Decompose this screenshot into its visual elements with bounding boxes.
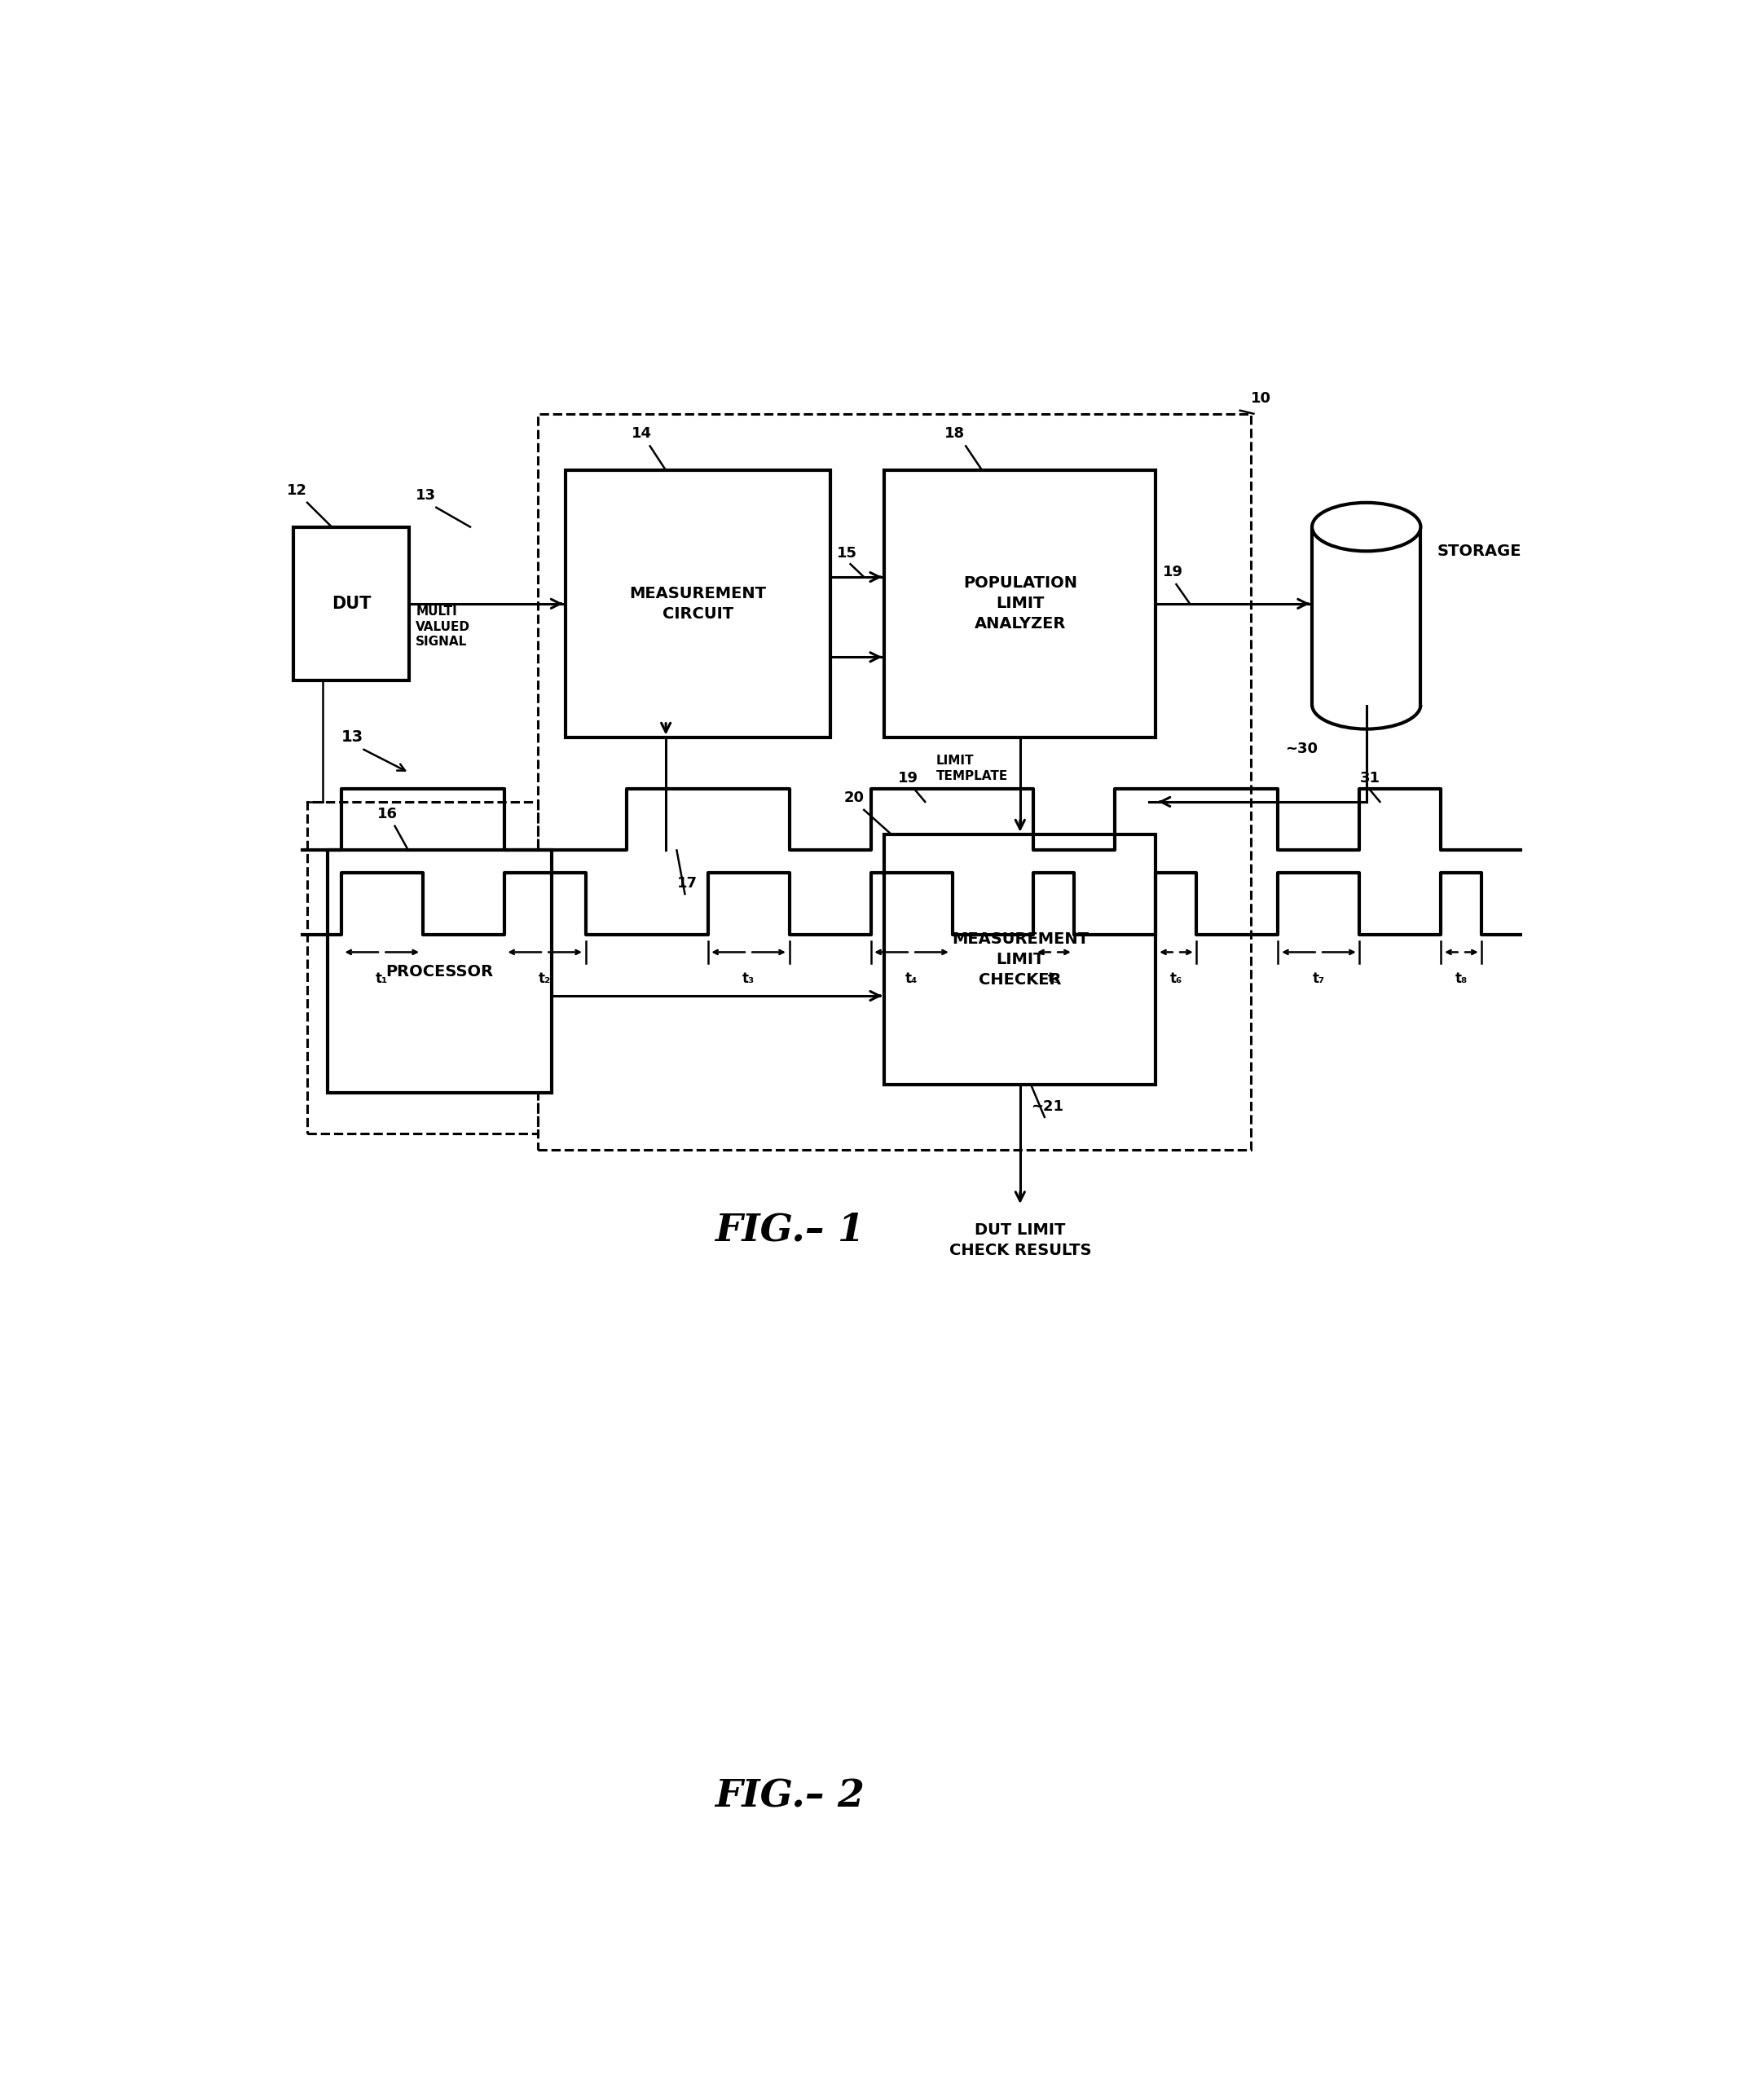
Text: t₆: t₆: [1170, 972, 1183, 987]
Text: t₁: t₁: [375, 972, 389, 987]
Bar: [885, 834, 1156, 1086]
Text: PROCESSOR: PROCESSOR: [385, 964, 494, 979]
Text: MULTI
VALUED
SIGNAL: MULTI VALUED SIGNAL: [415, 605, 471, 649]
Text: t₅: t₅: [1048, 972, 1060, 987]
Text: t₄: t₄: [906, 972, 918, 987]
Text: t₃: t₃: [743, 972, 755, 987]
Text: 15: 15: [837, 546, 857, 561]
Ellipse shape: [1312, 502, 1421, 550]
Text: 13: 13: [415, 487, 436, 502]
Text: FIG.– 2: FIG.– 2: [715, 1777, 864, 1814]
Text: 19: 19: [1163, 565, 1183, 580]
Text: 20: 20: [844, 790, 864, 804]
Bar: [566, 470, 830, 737]
Text: FIG.– 1: FIG.– 1: [715, 1212, 864, 1250]
Text: LIMIT
TEMPLATE: LIMIT TEMPLATE: [936, 756, 1007, 783]
Text: DUT: DUT: [331, 596, 371, 611]
Text: POPULATION
LIMIT
ANALYZER: POPULATION LIMIT ANALYZER: [964, 575, 1077, 632]
Bar: [1312, 527, 1421, 706]
Text: t₇: t₇: [1312, 972, 1325, 987]
Text: 13: 13: [342, 729, 363, 746]
Text: t₂: t₂: [538, 972, 552, 987]
Text: 31: 31: [1360, 771, 1381, 785]
Text: MEASUREMENT
CIRCUIT: MEASUREMENT CIRCUIT: [629, 586, 766, 622]
Text: STORAGE: STORAGE: [1437, 544, 1521, 559]
Bar: [328, 851, 552, 1092]
Text: 10: 10: [1251, 391, 1272, 405]
Text: 17: 17: [676, 876, 697, 890]
Bar: [885, 470, 1156, 737]
Text: 19: 19: [899, 771, 918, 785]
Bar: [294, 527, 410, 680]
Text: 18: 18: [944, 426, 965, 441]
Text: DUT LIMIT
CHECK RESULTS: DUT LIMIT CHECK RESULTS: [950, 1222, 1091, 1258]
Text: MEASUREMENT
LIMIT
CHECKER: MEASUREMENT LIMIT CHECKER: [951, 930, 1088, 987]
Text: 14: 14: [631, 426, 652, 441]
Text: t₈: t₈: [1456, 972, 1468, 987]
Text: 12: 12: [287, 483, 307, 498]
Text: ~21: ~21: [1030, 1098, 1063, 1113]
Text: ~30: ~30: [1284, 741, 1318, 756]
Text: 16: 16: [377, 806, 398, 821]
